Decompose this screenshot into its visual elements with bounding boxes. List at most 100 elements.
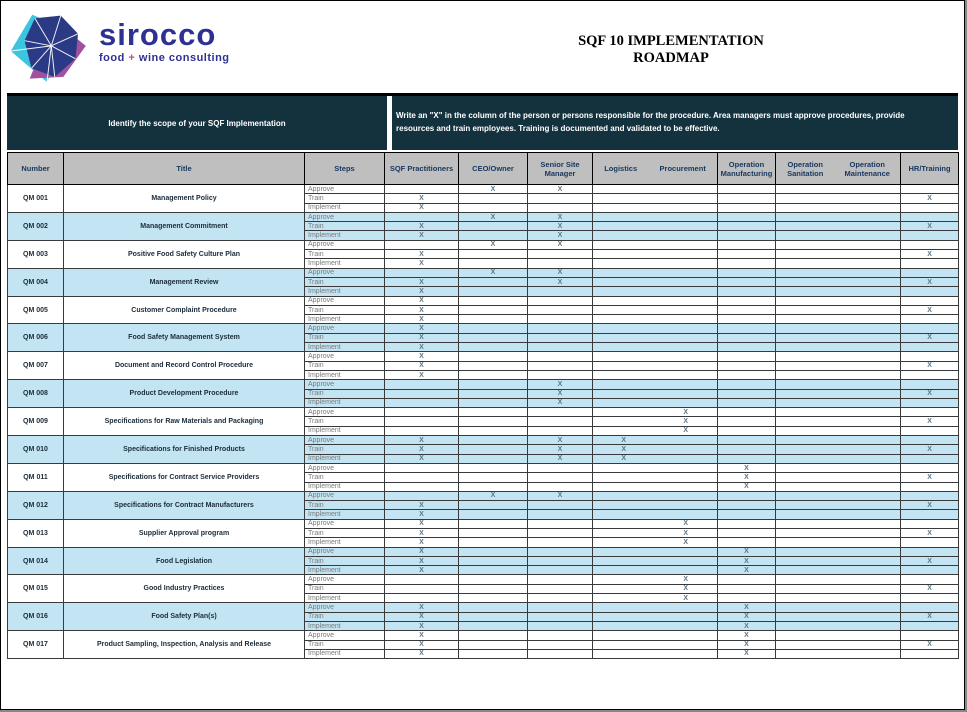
step-cell-train[interactable]: Train — [304, 416, 385, 427]
mark-cell[interactable] — [717, 574, 777, 585]
procedure-title[interactable]: Management Policy — [63, 184, 305, 213]
mark-cell[interactable]: X — [527, 434, 593, 446]
mark-cell[interactable]: X — [653, 416, 719, 427]
mark-cell[interactable]: X — [900, 444, 960, 455]
mark-cell[interactable] — [592, 258, 655, 269]
mark-cell[interactable] — [837, 611, 902, 622]
mark-cell[interactable] — [775, 230, 838, 241]
mark-cell[interactable] — [717, 183, 777, 195]
mark-cell[interactable] — [527, 509, 593, 520]
mark-cell[interactable] — [653, 193, 719, 204]
mark-cell[interactable] — [592, 314, 655, 325]
procedure-title[interactable]: Management Commitment — [63, 211, 305, 241]
mark-cell[interactable] — [527, 258, 593, 269]
step-cell-approve[interactable]: Approve — [304, 323, 385, 334]
mark-cell[interactable] — [717, 490, 777, 502]
mark-cell[interactable]: X — [384, 258, 459, 269]
mark-cell[interactable] — [900, 202, 960, 213]
mark-cell[interactable]: X — [384, 537, 459, 548]
procedure-number[interactable]: QM 009 — [7, 407, 64, 437]
procedure-number[interactable]: QM 013 — [7, 518, 64, 548]
mark-cell[interactable] — [775, 276, 838, 288]
mark-cell[interactable] — [900, 434, 960, 446]
mark-cell[interactable]: X — [384, 518, 459, 530]
procedure-number[interactable]: QM 014 — [7, 546, 64, 576]
mark-cell[interactable] — [775, 555, 838, 567]
mark-cell[interactable] — [458, 630, 528, 641]
mark-cell[interactable]: X — [717, 620, 777, 632]
mark-cell[interactable] — [458, 444, 528, 455]
mark-cell[interactable] — [458, 648, 528, 660]
step-cell-train[interactable]: Train — [304, 611, 385, 622]
mark-cell[interactable] — [592, 472, 655, 483]
mark-cell[interactable] — [775, 211, 838, 223]
mark-cell[interactable] — [653, 453, 719, 464]
mark-cell[interactable]: X — [527, 230, 593, 241]
mark-cell[interactable] — [592, 620, 655, 632]
mark-cell[interactable] — [592, 239, 655, 251]
mark-cell[interactable] — [775, 509, 838, 520]
mark-cell[interactable] — [458, 323, 528, 334]
mark-cell[interactable] — [717, 369, 777, 381]
mark-cell[interactable]: X — [527, 397, 593, 409]
mark-cell[interactable] — [527, 249, 593, 260]
mark-cell[interactable] — [458, 221, 528, 232]
mark-cell[interactable] — [900, 462, 960, 474]
mark-cell[interactable] — [837, 500, 902, 511]
mark-cell[interactable]: X — [384, 323, 459, 334]
mark-cell[interactable]: X — [717, 565, 777, 576]
mark-cell[interactable] — [837, 332, 902, 344]
mark-cell[interactable] — [653, 444, 719, 455]
mark-cell[interactable] — [592, 211, 655, 223]
mark-cell[interactable] — [717, 500, 777, 511]
mark-cell[interactable]: X — [717, 472, 777, 483]
mark-cell[interactable] — [717, 295, 777, 306]
step-cell-train[interactable]: Train — [304, 444, 385, 455]
mark-cell[interactable] — [653, 183, 719, 195]
mark-cell[interactable]: X — [653, 425, 719, 437]
mark-cell[interactable] — [900, 351, 960, 362]
procedure-number[interactable]: QM 008 — [7, 379, 64, 409]
mark-cell[interactable] — [775, 527, 838, 539]
mark-cell[interactable]: X — [653, 527, 719, 539]
mark-cell[interactable] — [775, 518, 838, 530]
mark-cell[interactable] — [837, 639, 902, 650]
mark-cell[interactable] — [837, 295, 902, 306]
mark-cell[interactable] — [837, 258, 902, 269]
procedure-number[interactable]: QM 010 — [7, 435, 64, 464]
mark-cell[interactable] — [384, 472, 459, 483]
mark-cell[interactable]: X — [527, 453, 593, 464]
mark-cell[interactable] — [653, 239, 719, 251]
mark-cell[interactable] — [653, 351, 719, 362]
mark-cell[interactable] — [717, 314, 777, 325]
mark-cell[interactable] — [775, 397, 838, 409]
mark-cell[interactable] — [458, 416, 528, 427]
mark-cell[interactable] — [717, 527, 777, 539]
mark-cell[interactable] — [592, 611, 655, 622]
mark-cell[interactable]: X — [384, 295, 459, 306]
mark-cell[interactable] — [527, 416, 593, 427]
mark-cell[interactable] — [837, 211, 902, 223]
mark-cell[interactable] — [837, 230, 902, 241]
procedure-number[interactable]: QM 001 — [7, 184, 64, 213]
step-cell-implement[interactable]: Implement — [304, 537, 385, 548]
mark-cell[interactable] — [384, 267, 459, 278]
step-cell-approve[interactable]: Approve — [304, 379, 385, 390]
mark-cell[interactable]: X — [717, 630, 777, 641]
mark-cell[interactable] — [653, 332, 719, 344]
mark-cell[interactable] — [900, 620, 960, 632]
procedure-number[interactable]: QM 005 — [7, 295, 64, 325]
mark-cell[interactable] — [592, 332, 655, 344]
mark-cell[interactable] — [900, 239, 960, 251]
mark-cell[interactable] — [775, 490, 838, 502]
mark-cell[interactable] — [837, 388, 902, 399]
mark-cell[interactable]: X — [717, 648, 777, 660]
mark-cell[interactable] — [900, 453, 960, 464]
mark-cell[interactable]: X — [527, 276, 593, 288]
mark-cell[interactable] — [458, 565, 528, 576]
mark-cell[interactable]: X — [653, 518, 719, 530]
step-cell-train[interactable]: Train — [304, 276, 385, 288]
mark-cell[interactable] — [653, 481, 719, 492]
mark-cell[interactable] — [837, 286, 902, 297]
mark-cell[interactable]: X — [900, 388, 960, 399]
